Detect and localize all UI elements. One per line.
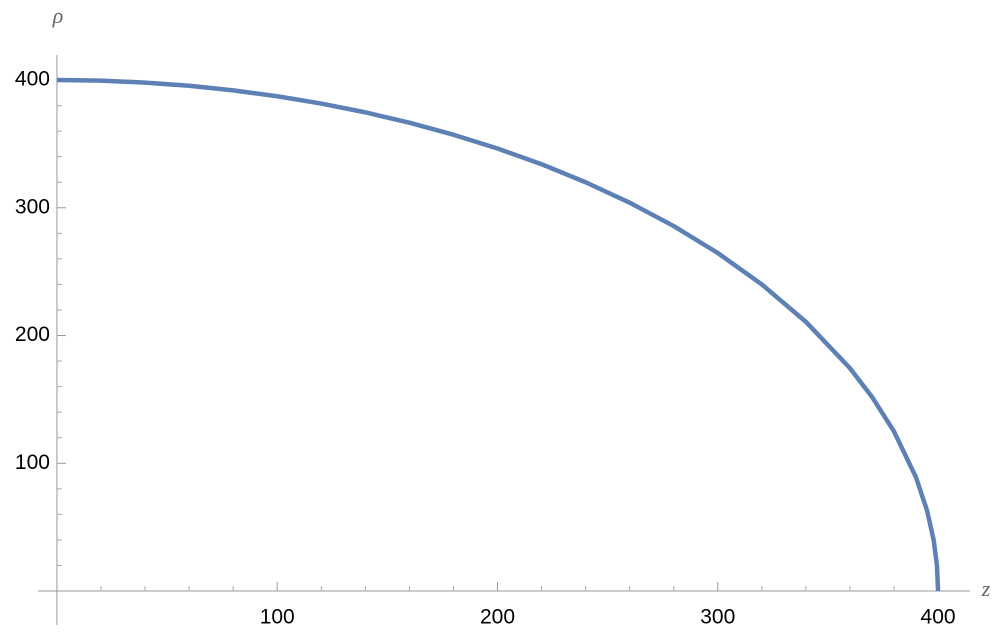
x-tick-label: 300 [700, 606, 735, 629]
y-tick-label: 300 [15, 195, 50, 218]
y-tick-label: 200 [15, 323, 50, 346]
y-axis-title: ρ [52, 3, 64, 28]
x-axis-title: z [981, 576, 991, 601]
y-tick-label: 400 [15, 68, 50, 91]
y-tick-label: 100 [15, 451, 50, 474]
x-tick-label: 200 [480, 606, 515, 629]
line [56, 77, 941, 592]
x-tick-label: 400 [921, 606, 956, 629]
x-tick-label: 100 [260, 606, 295, 629]
